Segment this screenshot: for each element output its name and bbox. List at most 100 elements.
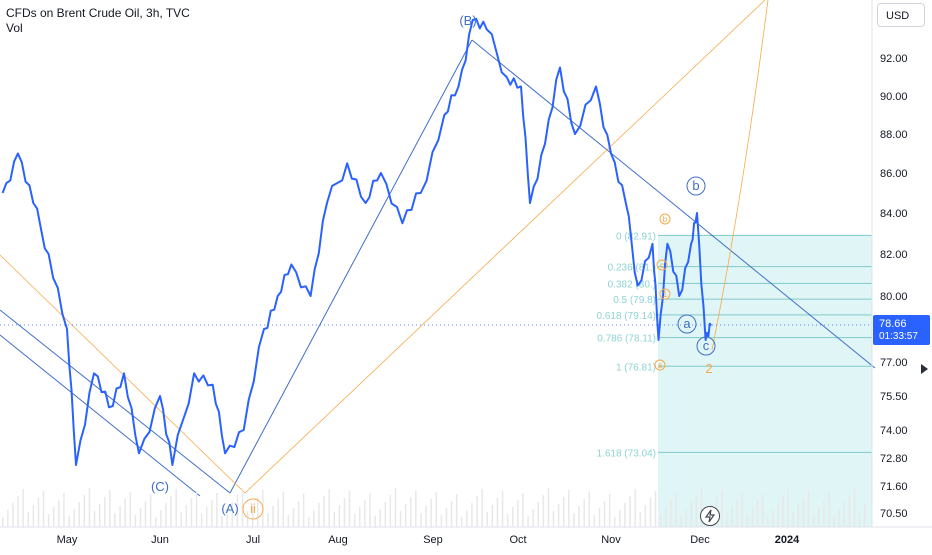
volume-bar	[501, 491, 504, 527]
volume-bar	[267, 513, 269, 527]
price-tick-label: 90.00	[880, 91, 908, 103]
volume-bar	[221, 516, 223, 527]
wave-label: (B)	[459, 13, 476, 28]
volume-bar	[680, 516, 682, 527]
wave-label: ii	[250, 501, 256, 516]
volume-bar	[155, 517, 157, 527]
volume-bar	[359, 507, 361, 527]
volume-bar	[751, 508, 754, 527]
volume-bar	[338, 505, 341, 527]
volume-bar	[797, 505, 800, 527]
volume-bar	[761, 494, 764, 527]
bar-countdown: 01:33:57	[879, 331, 918, 342]
fib-level-label: 0.5 (79.8)	[613, 295, 656, 306]
volume-bar	[63, 493, 65, 527]
trend-line	[0, 334, 201, 497]
volume-bar	[445, 508, 448, 527]
volume-bar	[308, 517, 310, 527]
volume-bar	[603, 501, 606, 527]
currency-button[interactable]: USD	[877, 3, 925, 27]
volume-bar	[165, 503, 167, 527]
volume-bar	[644, 505, 647, 527]
last-price-tag: 78.66 01:33:57	[873, 315, 930, 345]
volume-bar	[843, 502, 845, 527]
symbol-title[interactable]: CFDs on Brent Crude Oil, 3h, TVC	[6, 6, 190, 20]
volume-bar	[343, 498, 346, 527]
volume-bar	[527, 516, 529, 527]
volume-bar	[206, 507, 208, 527]
fib-retracement[interactable]: 0 (82.91) 0.236 (81.) 0.382 (80.) 0.5 (79.8…	[597, 231, 873, 527]
volume-bar	[512, 507, 514, 527]
volume-bar	[257, 497, 259, 527]
price-tick-label: 71.60	[880, 481, 908, 493]
volume-bar	[58, 500, 60, 527]
lightning-icon[interactable]	[700, 506, 720, 526]
time-tick-label: Dec	[690, 534, 710, 546]
volume-bar	[420, 513, 422, 527]
price-tick-label: 88.00	[880, 129, 908, 141]
volume-bar	[491, 505, 494, 527]
wave-label: 2	[705, 361, 712, 376]
last-price: 78.66	[879, 318, 907, 330]
wave-label: b	[663, 215, 668, 224]
wave-label: a	[658, 361, 663, 370]
wave-label: 1	[663, 290, 668, 299]
volume-bar	[496, 498, 499, 527]
volume-bar	[211, 500, 213, 527]
volume-bar	[246, 511, 249, 527]
scroll-to-realtime-icon[interactable]	[921, 364, 928, 374]
price-line	[1, 17, 712, 466]
trend-line	[229, 39, 473, 494]
time-tick-label: Nov	[601, 534, 621, 546]
volume-bar	[185, 505, 188, 527]
volume-bar	[98, 504, 101, 527]
volume-bar	[741, 492, 743, 527]
volume-bar	[119, 506, 121, 527]
volume-bar	[721, 490, 723, 527]
volume-bar	[384, 502, 386, 527]
price-tick-label: 86.00	[880, 168, 908, 180]
volume-bar	[17, 496, 19, 527]
volume-bar	[455, 494, 458, 527]
volume-bar	[863, 504, 866, 527]
volume-bar	[608, 494, 611, 527]
volume-bar	[22, 489, 24, 527]
volume-bar	[323, 496, 325, 527]
volume-bar	[726, 513, 728, 527]
volume-bar	[318, 503, 320, 527]
wave-circle	[686, 176, 706, 196]
volume-bar	[37, 498, 40, 527]
price-axis[interactable]: 92.00 90.00 88.00 86.00 84.00 82.00 80.00 77.00…	[871, 0, 908, 527]
volume-bar	[364, 500, 366, 527]
time-tick-label: Aug	[328, 534, 348, 546]
volume-bar	[736, 499, 738, 527]
volume-bar	[68, 516, 70, 527]
volume-bar	[578, 506, 580, 527]
volume-bar	[379, 509, 381, 527]
price-tick-label: 75.50	[880, 391, 908, 403]
fib-level-label: 0.382 (80.)	[608, 279, 656, 290]
volume-bar	[394, 488, 397, 527]
trend-line	[0, 254, 246, 494]
volume-bar	[777, 503, 779, 527]
volume-bar	[690, 502, 692, 527]
volume-bar	[619, 510, 621, 527]
volume-bar	[399, 511, 402, 527]
trend-channels[interactable]	[0, 0, 876, 497]
volume-bar	[670, 500, 672, 527]
time-axis[interactable]: May Jun Jul Aug Sep Oct Nov Dec 2024	[0, 526, 932, 546]
volume-bar	[83, 495, 86, 527]
volume-bar	[144, 501, 147, 527]
volume-bar	[272, 506, 274, 527]
volume-bar	[700, 488, 703, 527]
wave-label: b	[692, 178, 699, 193]
volume-bar	[241, 488, 244, 527]
volume-bar	[542, 495, 545, 527]
volume-bar	[410, 497, 412, 527]
time-tick-label: Sep	[423, 534, 443, 546]
volume-bar	[7, 510, 9, 527]
volume-bar	[73, 509, 75, 527]
